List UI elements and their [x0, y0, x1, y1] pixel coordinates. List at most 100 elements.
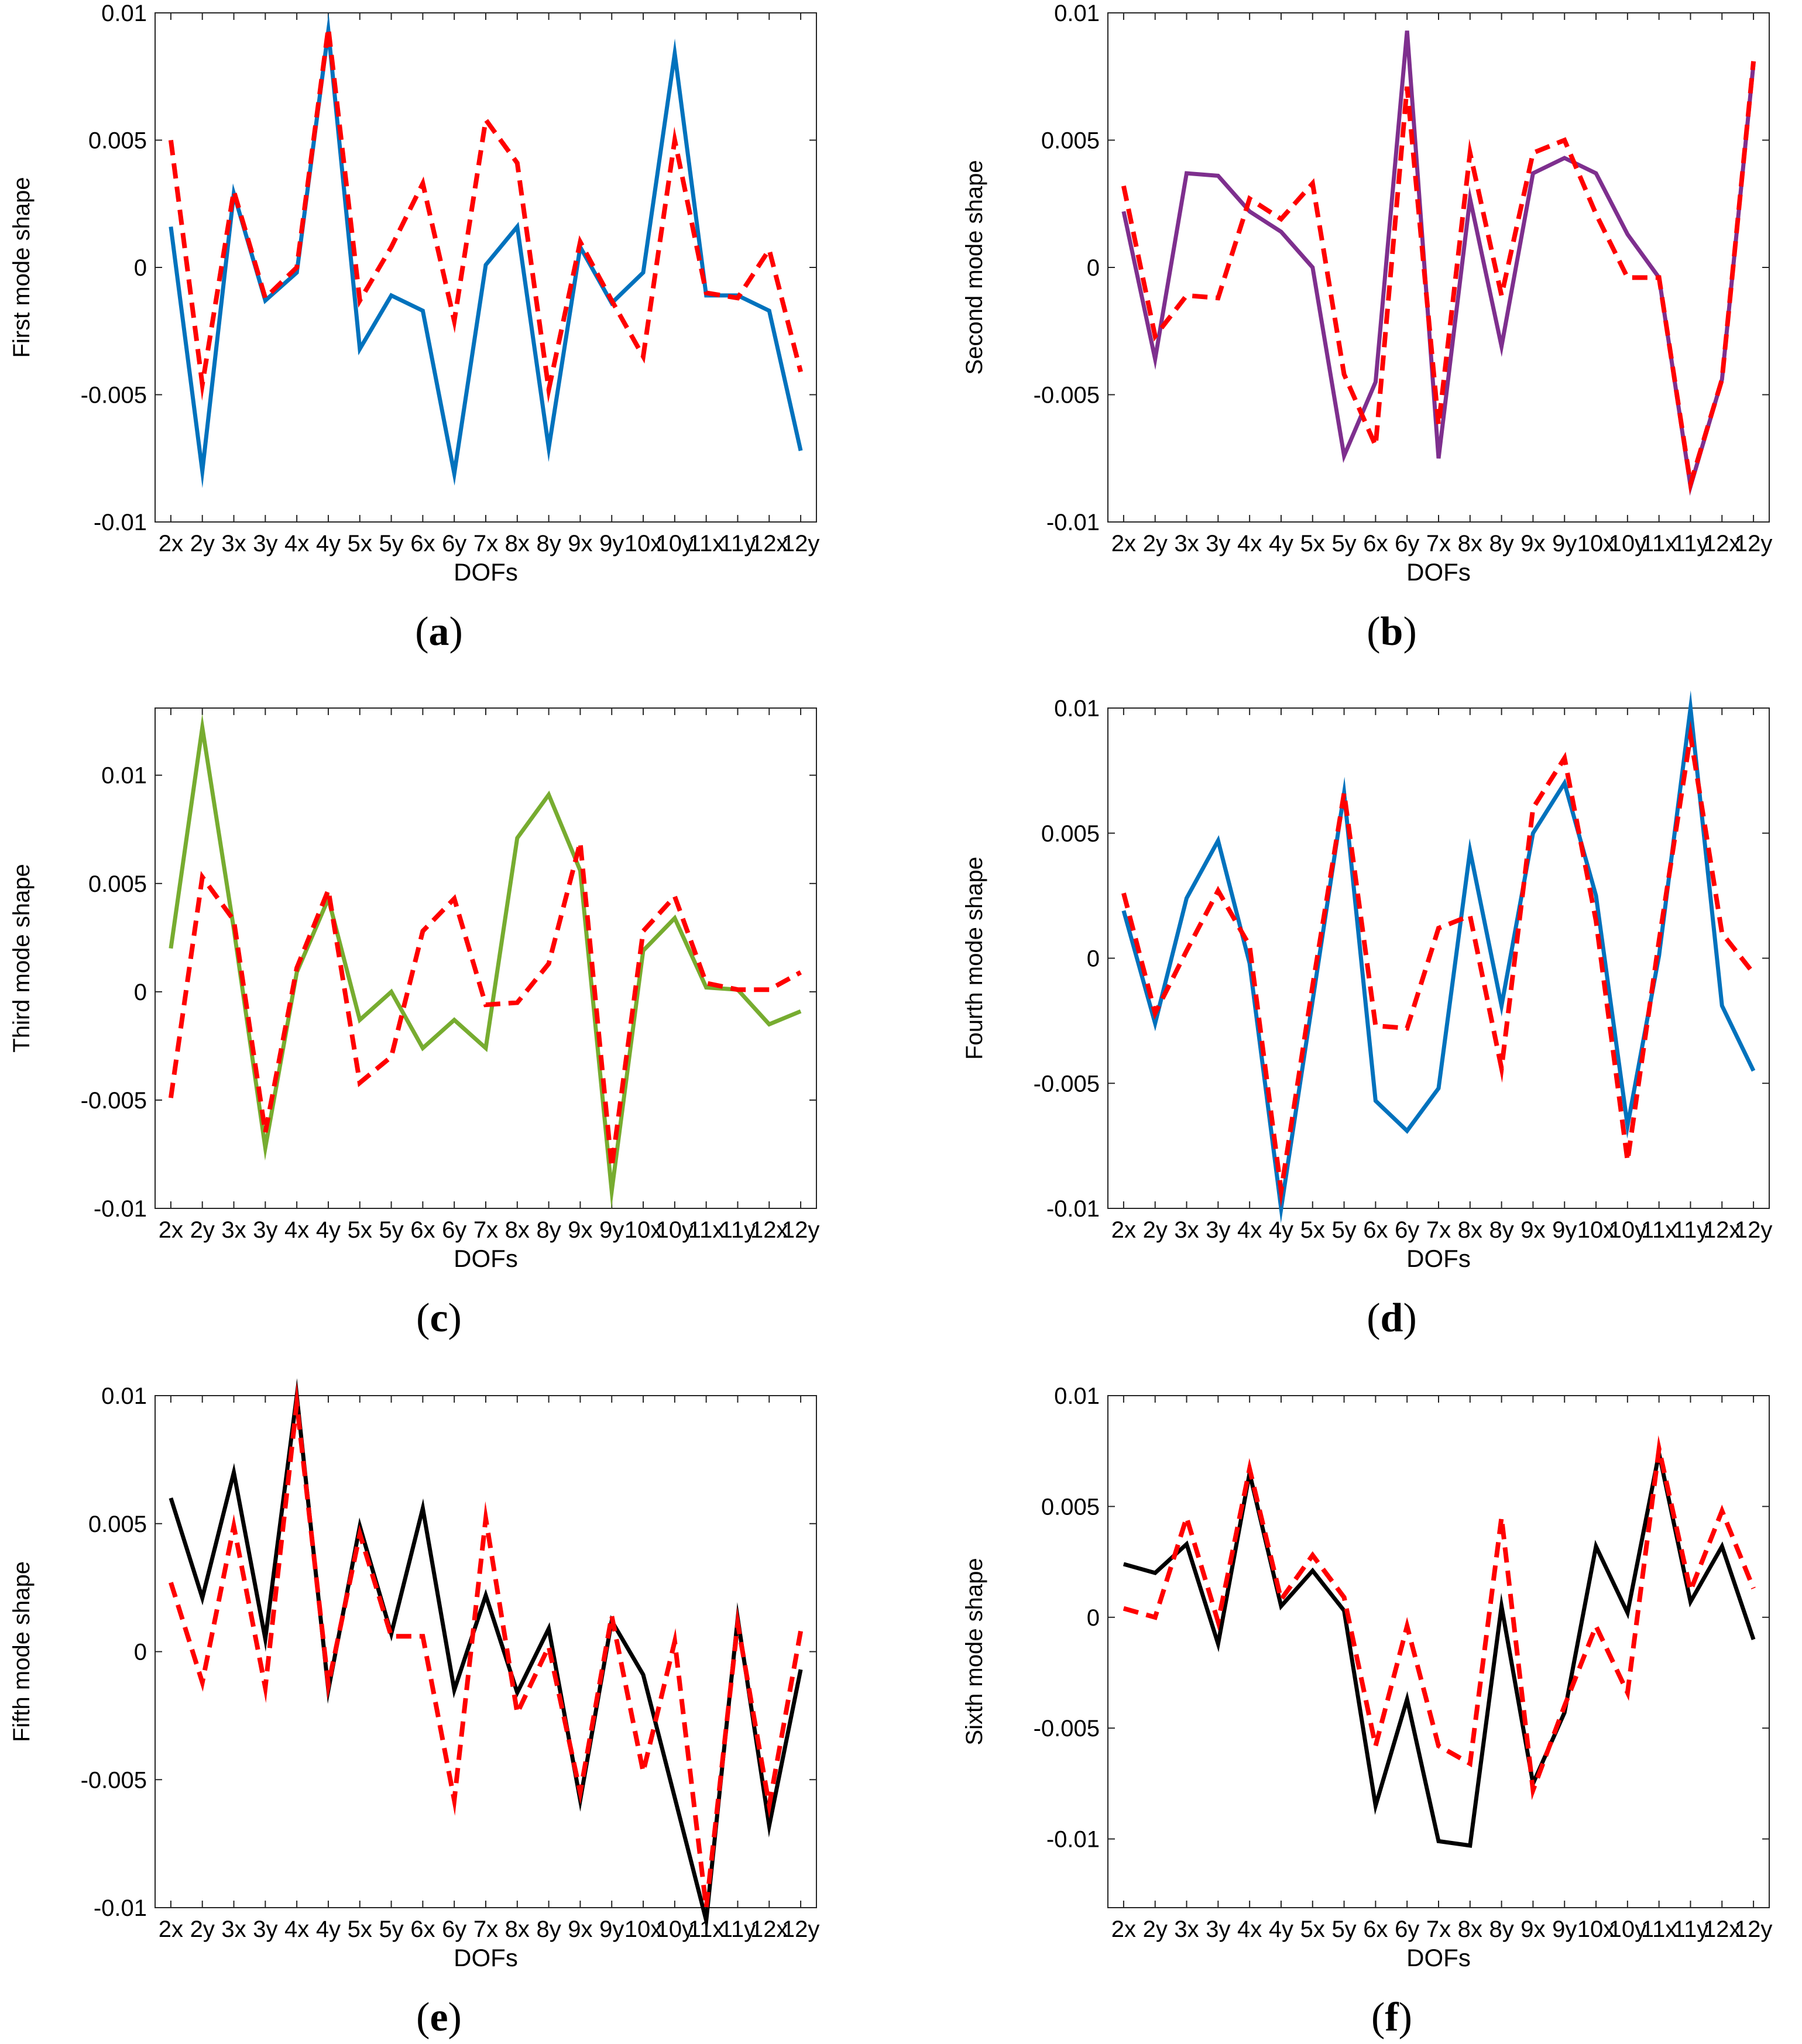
x-tick-label: 9y	[599, 1916, 624, 1942]
x-tick-label: 6y	[1395, 1217, 1419, 1243]
y-tick-label: 0.01	[1054, 696, 1100, 722]
caption-close-paren: )	[448, 1995, 462, 2040]
y-tick-label: -0.01	[1046, 1196, 1100, 1222]
x-tick-label: 11y	[1673, 531, 1709, 556]
x-tick-label: 3y	[1206, 1217, 1230, 1243]
y-tick-label: -0.01	[1046, 510, 1100, 535]
x-tick-label: 9x	[568, 531, 592, 556]
x-tick-label: 12x	[750, 1916, 788, 1942]
x-tick-label: 3x	[221, 1916, 246, 1942]
x-tick-label: 6x	[410, 531, 435, 556]
y-tick-label: 0.005	[1041, 128, 1100, 154]
x-tick-label: 2y	[1143, 1916, 1168, 1942]
x-tick-label: 8x	[1458, 1916, 1482, 1942]
y-tick-label: 0.005	[88, 128, 147, 154]
y-tick-label: 0	[1087, 255, 1100, 281]
y-tick-label: 0.005	[1041, 1494, 1100, 1520]
x-tick-label: 3y	[253, 1217, 277, 1243]
x-tick-label: 10y	[656, 1916, 694, 1942]
x-tick-label: 12x	[750, 1217, 788, 1243]
x-tick-label: 2x	[159, 1916, 183, 1942]
y-tick-label: -0.01	[94, 1895, 147, 1921]
plot-area	[155, 707, 817, 1209]
x-tick-label: 6x	[1363, 1217, 1388, 1243]
x-tick-label: 4y	[316, 1217, 341, 1243]
x-tick-label: 2x	[1111, 1916, 1136, 1942]
caption-letter: a	[429, 609, 449, 654]
chart-b: -0.01 -0.005 0 0.005 0.01 2x 2y 3x 3y 4x 4y 5x 5y 6x 6…	[962, 1, 1772, 654]
x-tick-label: 8x	[505, 531, 530, 556]
x-tick-label: 12y	[782, 531, 820, 556]
x-tick-label: 5x	[348, 531, 372, 556]
y-tick-label: -0.005	[1034, 1716, 1100, 1741]
x-tick-label: 2y	[1143, 1217, 1168, 1243]
x-tick-label: 4x	[1237, 1916, 1262, 1942]
y-tick-label: -0.01	[94, 1196, 147, 1222]
y-axis-label: Fourth mode shape	[962, 857, 987, 1060]
x-tick-label: 9x	[568, 1916, 592, 1942]
panel-caption: (a)	[415, 609, 463, 654]
x-tick-label: 10x	[1577, 1217, 1615, 1243]
x-tick-label: 9y	[1552, 531, 1577, 556]
x-tick-label: 8y	[1489, 1217, 1513, 1243]
x-tick-label: 11y	[720, 531, 756, 556]
plot-area	[1107, 707, 1770, 1209]
x-tick-label: 9x	[1520, 531, 1545, 556]
y-tick-label: 0	[134, 980, 147, 1005]
y-tick-label: 0.01	[101, 1383, 147, 1409]
y-axis-label: Fifth mode shape	[9, 1561, 35, 1742]
series-line-solid	[1121, 30, 1756, 496]
y-tick-label: 0	[1087, 1605, 1100, 1631]
x-tick-label: 7x	[1426, 1217, 1451, 1243]
y-tick-label: 0.01	[101, 1, 147, 26]
series-line-solid	[169, 713, 802, 1210]
x-tick-label: 10x	[1577, 1916, 1615, 1942]
y-tick-label: 0.01	[1054, 1, 1100, 26]
x-tick-label: 12x	[750, 531, 788, 556]
x-tick-label: 8y	[1489, 531, 1513, 556]
caption-letter: d	[1381, 1296, 1403, 1341]
x-tick-label: 2x	[1111, 1217, 1136, 1243]
x-tick-label: 6x	[410, 1916, 435, 1942]
x-tick-label: 10y	[1609, 1916, 1647, 1942]
x-tick-label: 8y	[536, 1916, 561, 1942]
y-tick-label: 0	[134, 1640, 147, 1665]
x-tick-label: 11y	[1673, 1217, 1709, 1243]
y-tick-label: 0	[134, 255, 147, 281]
x-tick-label: 12x	[1703, 1217, 1741, 1243]
x-tick-label: 7x	[1426, 531, 1451, 556]
y-tick-label: 0.005	[1041, 821, 1100, 847]
x-tick-label: 3x	[1174, 531, 1199, 556]
x-tick-label: 7x	[473, 1217, 498, 1243]
x-tick-label: 7x	[473, 531, 498, 556]
x-tick-label: 10y	[1609, 531, 1647, 556]
caption-letter: e	[430, 1995, 448, 2040]
series-line-dashed	[169, 1382, 804, 1929]
x-tick-label: 10y	[1609, 1217, 1647, 1243]
x-tick-label: 12y	[1735, 1916, 1773, 1942]
x-tick-label: 5y	[379, 1217, 403, 1243]
y-tick-label: 0.005	[88, 1511, 147, 1537]
x-tick-label: 12x	[1703, 1916, 1741, 1942]
caption-open-paren: (	[1371, 1995, 1385, 2040]
x-tick-label: 11x	[688, 1217, 725, 1243]
x-tick-label: 8y	[536, 531, 561, 556]
plot-area	[1107, 1395, 1770, 1908]
x-axis-label: DOFs	[454, 1944, 518, 1971]
y-axis-label: Second mode shape	[962, 160, 987, 375]
panel-caption: (d)	[1367, 1296, 1417, 1341]
x-tick-label: 6y	[1395, 1916, 1419, 1942]
caption-letter: c	[430, 1296, 448, 1341]
x-tick-label: 9x	[1520, 1916, 1545, 1942]
series-line-solid	[1121, 690, 1756, 1224]
x-tick-label: 3x	[221, 1217, 246, 1243]
y-tick-label: 0	[1087, 946, 1100, 972]
series-line-solid	[169, 12, 803, 489]
caption-open-paren: (	[1367, 609, 1380, 654]
caption-open-paren: (	[416, 1296, 430, 1341]
y-axis-label: Sixth mode shape	[962, 1558, 987, 1745]
x-tick-label: 6y	[442, 1217, 466, 1243]
x-tick-label: 11x	[1641, 531, 1677, 556]
x-tick-label: 6y	[1395, 531, 1419, 556]
